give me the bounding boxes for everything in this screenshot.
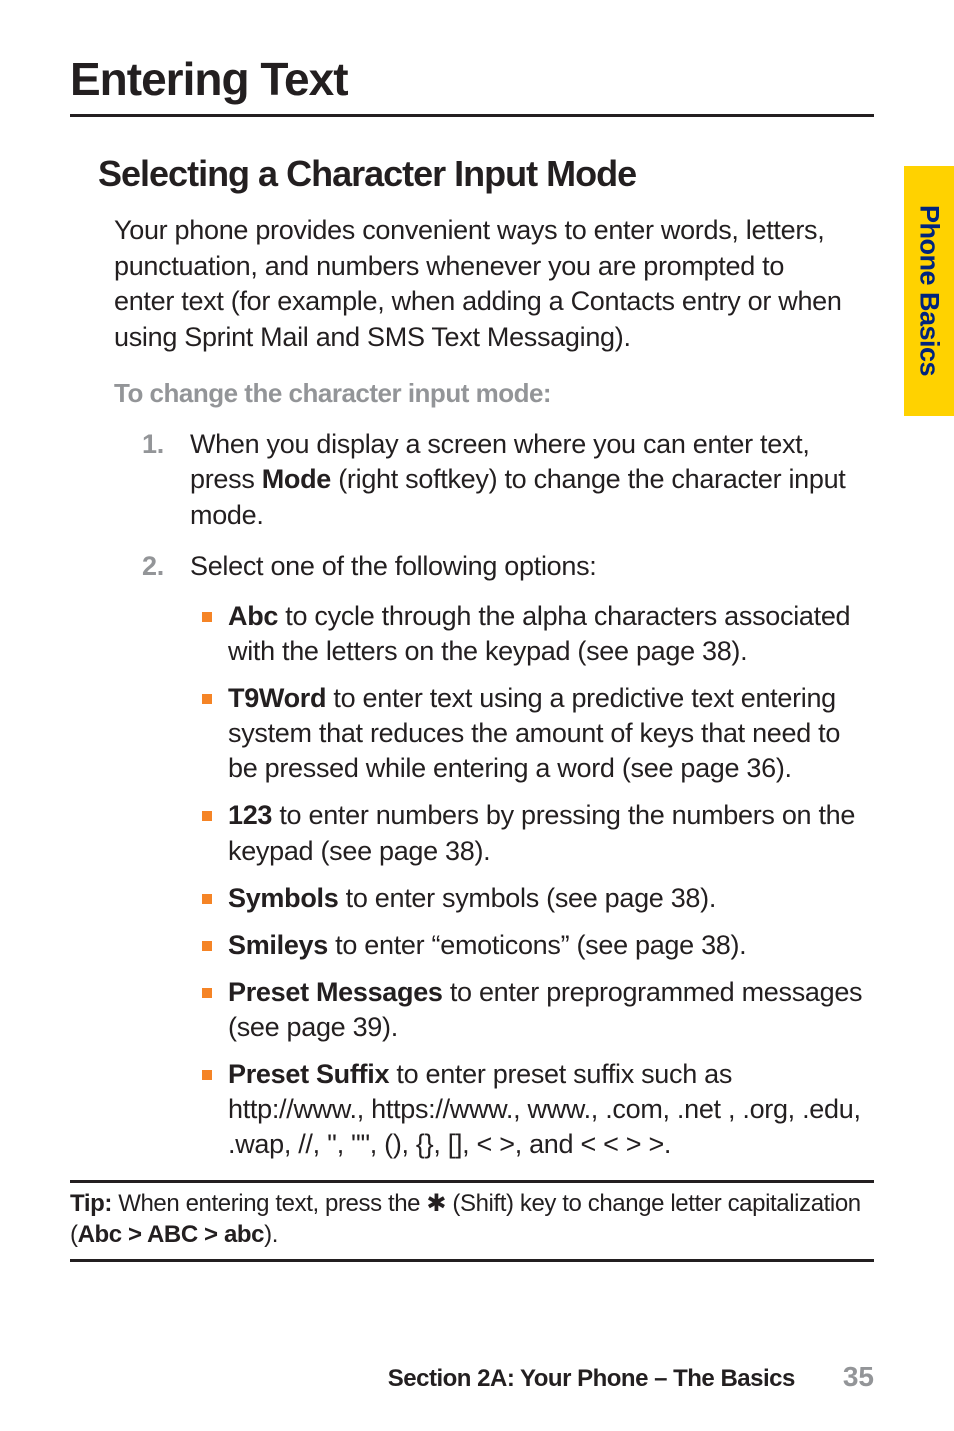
list-item: Smileys to enter “emoticons” (see page 3… <box>190 928 874 963</box>
list-item: Preset Suffix to enter preset suffix suc… <box>190 1057 874 1162</box>
side-tab-label: Phone Basics <box>914 205 945 376</box>
side-tab: Phone Basics <box>904 166 954 416</box>
step-1: 1. When you display a screen where you c… <box>114 427 874 534</box>
footer-section: Section 2A: Your Phone – The Basics <box>388 1365 795 1393</box>
tip-before: When entering text, press the <box>112 1190 426 1217</box>
list-item: Preset Messages to enter preprogrammed m… <box>190 975 874 1045</box>
step-text: Select one of the following options: <box>190 551 596 581</box>
bullet-bold: Abc <box>228 601 278 631</box>
step-bold: Mode <box>262 464 331 494</box>
list-item: Abc to cycle through the alpha character… <box>190 599 874 669</box>
intro-paragraph: Your phone provides convenient ways to e… <box>114 213 844 356</box>
tip-after: ). <box>264 1221 278 1248</box>
bullet-rest: to enter numbers by pressing the numbers… <box>228 800 855 865</box>
bullet-rest: to enter symbols (see page 38). <box>338 883 716 913</box>
tip-bold: Abc > ABC > abc <box>78 1221 265 1248</box>
bullet-list: Abc to cycle through the alpha character… <box>190 599 874 1162</box>
instruction-heading: To change the character input mode: <box>114 378 874 409</box>
bullet-rest: to cycle through the alpha characters as… <box>228 601 850 666</box>
page-container: Entering Text Selecting a Character Inpu… <box>0 0 954 1431</box>
bullet-rest: to enter “emoticons” (see page 38). <box>328 930 746 960</box>
bullet-bold: Smileys <box>228 930 328 960</box>
list-item: Symbols to enter symbols (see page 38). <box>190 881 874 916</box>
list-item: 123 to enter numbers by pressing the num… <box>190 798 874 868</box>
page-footer: Section 2A: Your Phone – The Basics 35 <box>0 1361 954 1393</box>
section-heading: Selecting a Character Input Mode <box>98 153 874 195</box>
numbered-list: 1. When you display a screen where you c… <box>114 427 874 1163</box>
tip-callout: Tip: When entering text, press the ✱ (Sh… <box>70 1180 874 1261</box>
bullet-bold: 123 <box>228 800 272 830</box>
step-number: 1. <box>142 427 164 463</box>
star-icon: ✱ <box>426 1190 446 1217</box>
footer-page-number: 35 <box>843 1361 874 1393</box>
bullet-bold: T9Word <box>228 683 326 713</box>
tip-label: Tip: <box>70 1190 112 1217</box>
bullet-bold: Preset Suffix <box>228 1059 389 1089</box>
page-title: Entering Text <box>70 52 874 117</box>
bullet-bold: Symbols <box>228 883 338 913</box>
step-2: 2. Select one of the following options: … <box>114 549 874 1162</box>
bullet-bold: Preset Messages <box>228 977 443 1007</box>
list-item: T9Word to enter text using a predictive … <box>190 681 874 786</box>
step-number: 2. <box>142 549 164 585</box>
